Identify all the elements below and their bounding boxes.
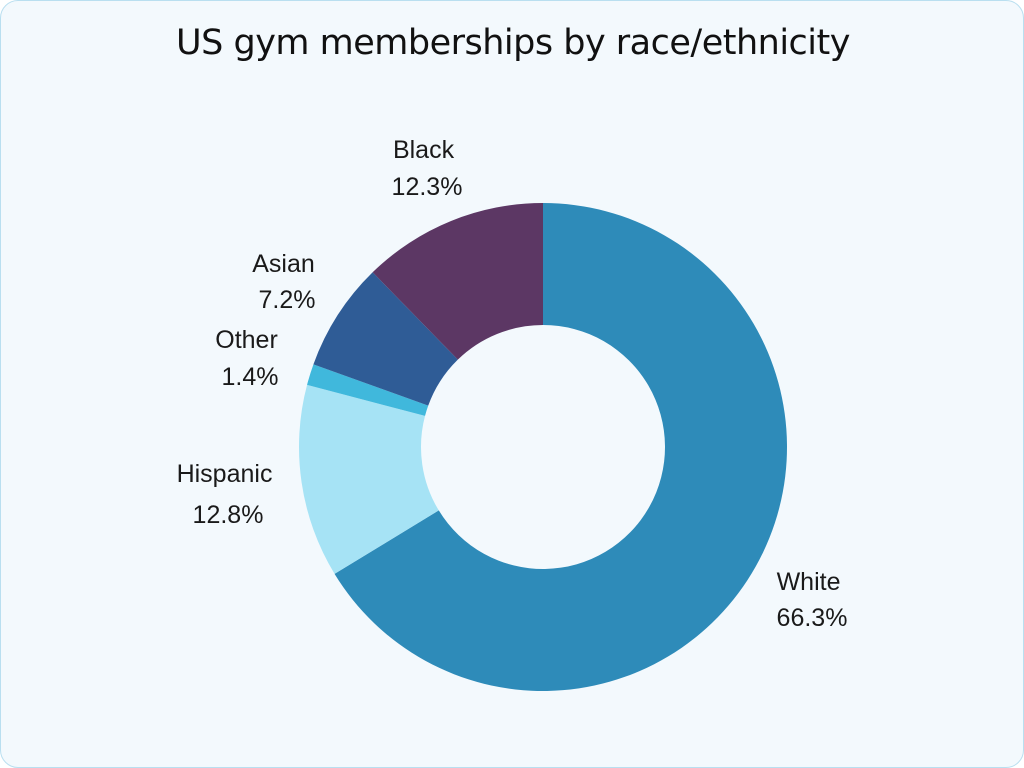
donut-slices — [299, 203, 787, 691]
label-black-category: Black — [393, 136, 455, 164]
label-hispanic-category: Hispanic — [177, 460, 273, 488]
label-white-category: White — [777, 568, 841, 596]
label-black: Black 12.3% — [392, 136, 463, 201]
slice-hispanic — [299, 384, 439, 574]
label-white-value: 66.3% — [777, 604, 848, 632]
label-other-value: 1.4% — [222, 363, 279, 391]
label-asian-value: 7.2% — [259, 286, 316, 314]
label-other-category: Other — [215, 326, 278, 354]
label-black-value: 12.3% — [392, 173, 463, 201]
label-asian-category: Asian — [252, 250, 315, 278]
slice-white — [334, 203, 787, 691]
slice-labels: Black 12.3% Asian 7.2% Other 1.4% Hispan… — [177, 136, 848, 632]
label-other: Other 1.4% — [215, 326, 284, 391]
label-asian: Asian 7.2% — [252, 250, 322, 314]
chart-title: US gym memberships by race/ethnicity — [176, 23, 850, 63]
slice-asian — [313, 272, 458, 406]
label-hispanic-value: 12.8% — [193, 501, 264, 529]
label-white: White 66.3% — [777, 568, 848, 632]
slice-other — [307, 364, 429, 416]
slice-black — [372, 203, 543, 360]
label-hispanic: Hispanic 12.8% — [177, 460, 280, 529]
